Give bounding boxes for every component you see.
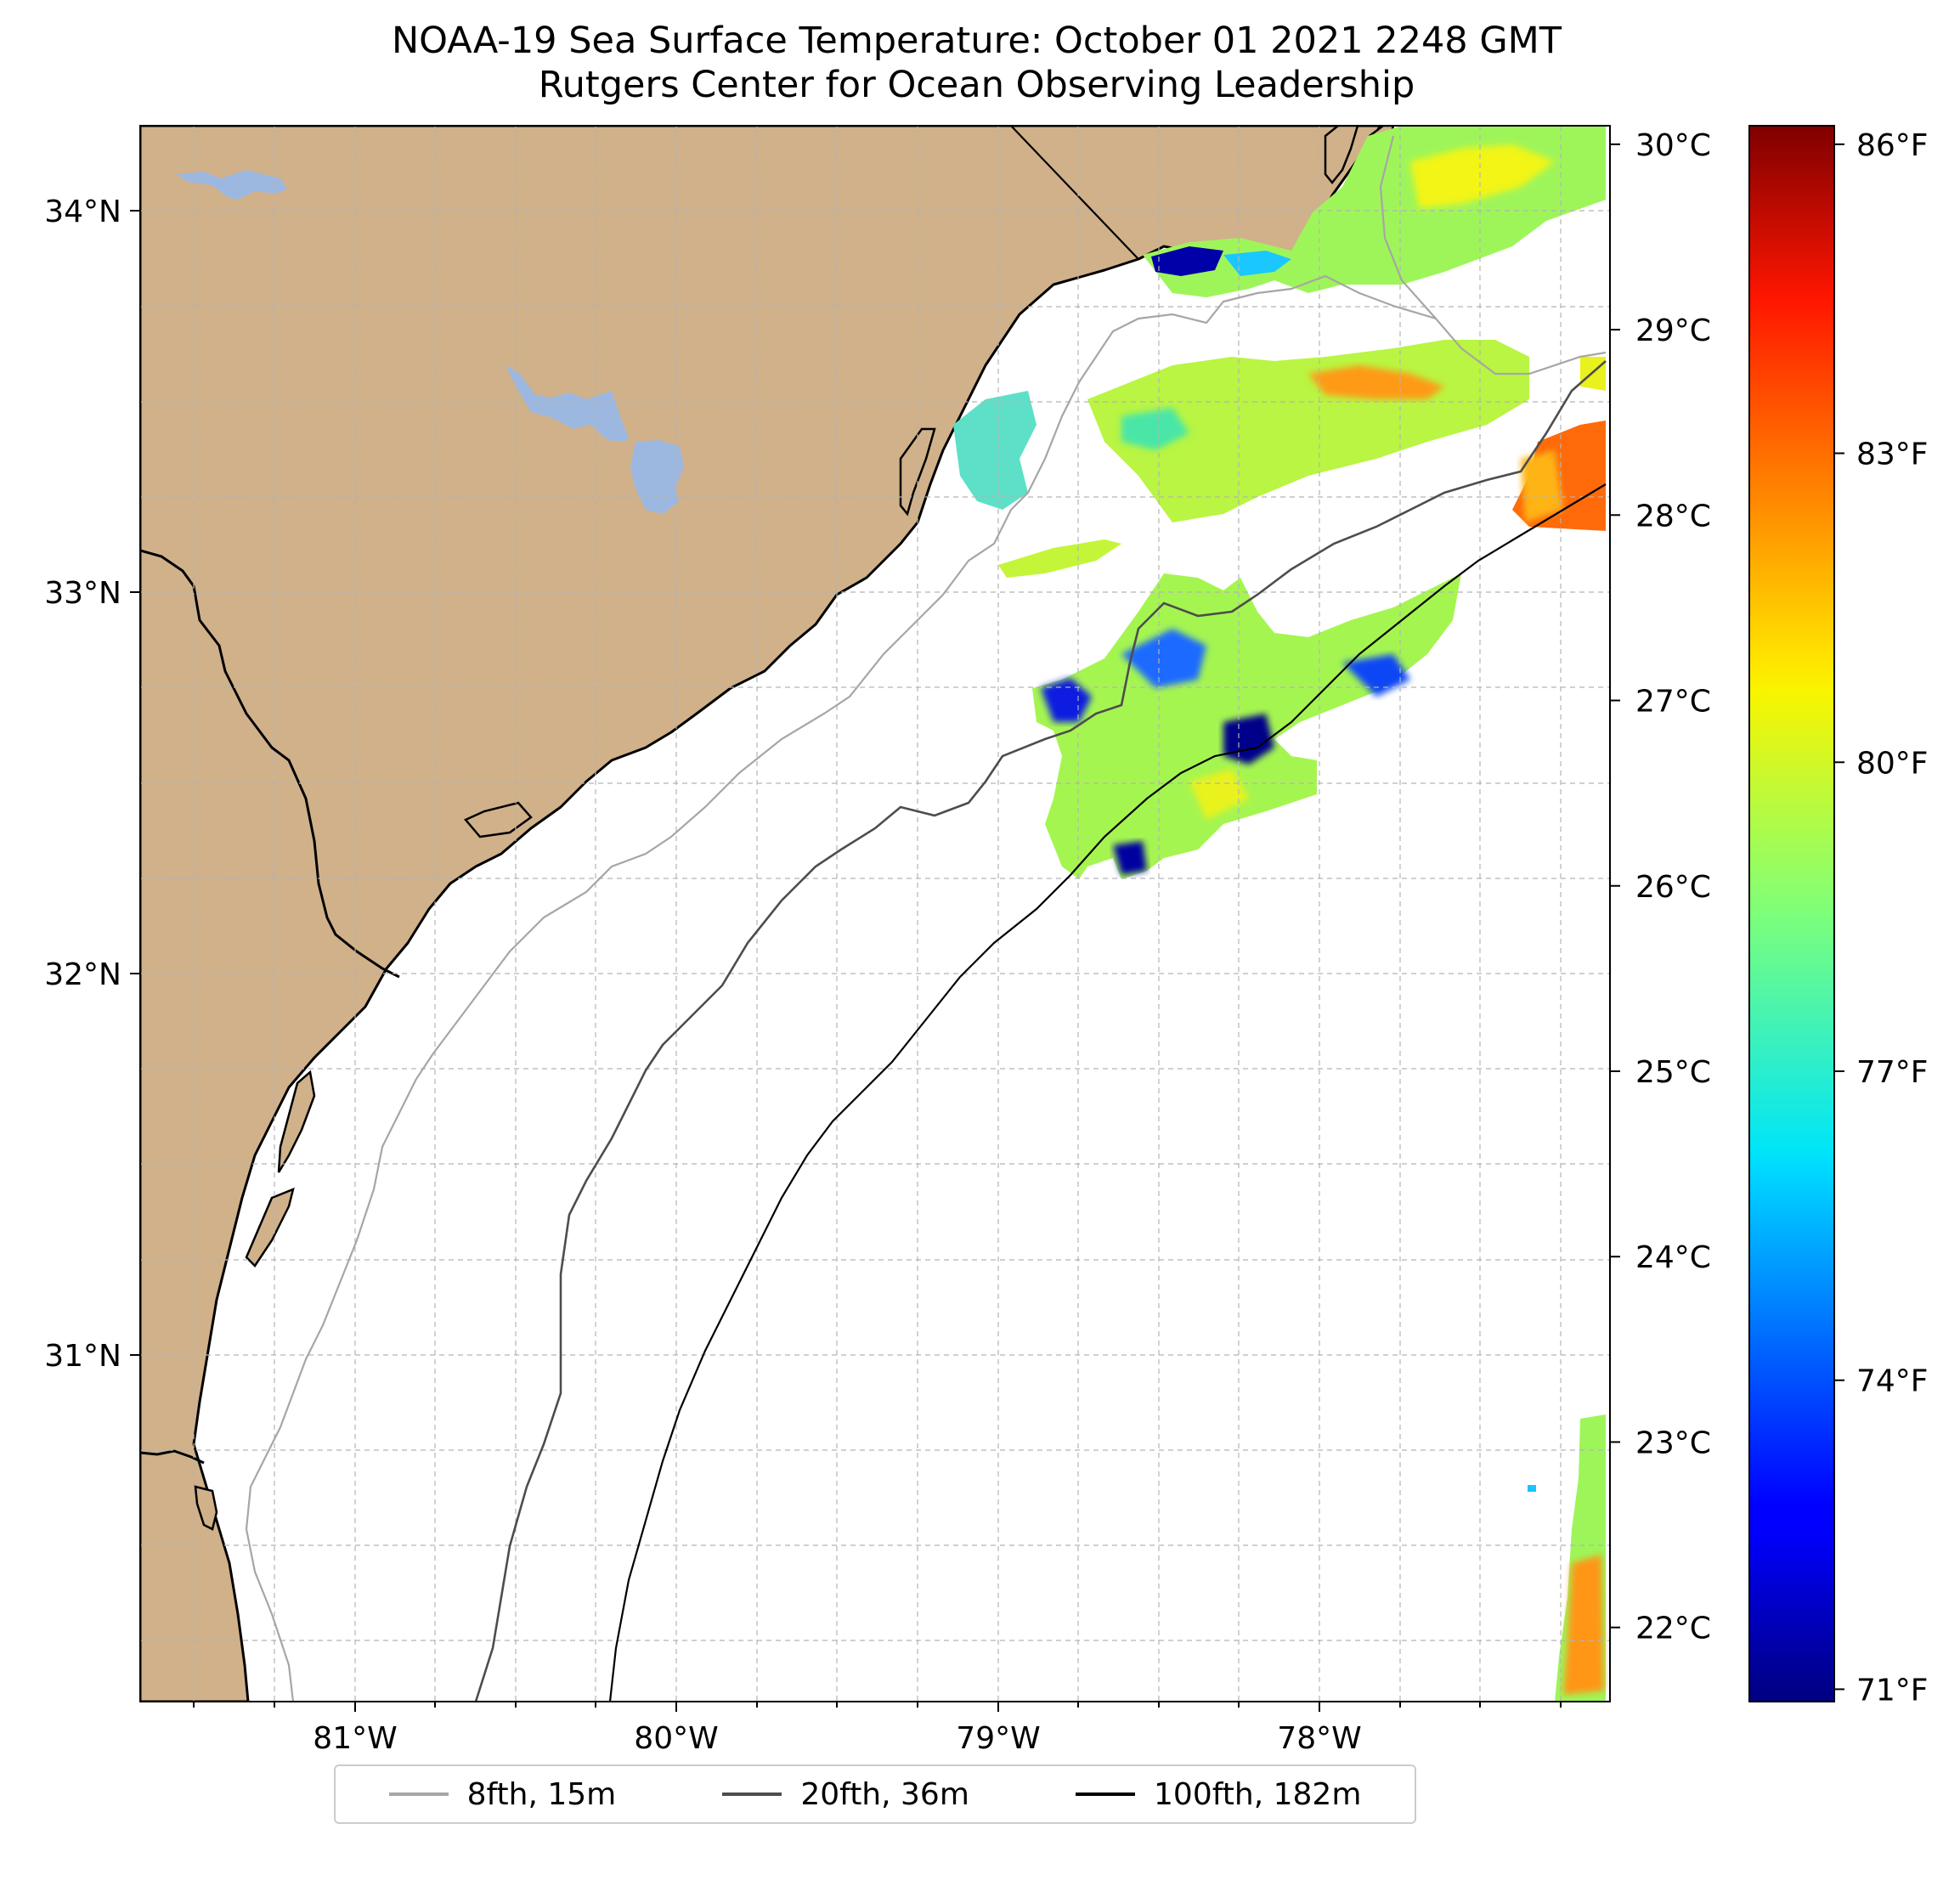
contour-20fth: [474, 360, 1607, 1702]
fahrenheit-tick-label: 86°F: [1856, 128, 1929, 163]
celsius-tick-label: 29°C: [1635, 313, 1711, 348]
barrier-island: [245, 1187, 295, 1267]
legend-item-8fth: 8fth, 15m: [388, 1776, 617, 1812]
sst-patch: [1528, 1485, 1536, 1492]
sst-patch: [1113, 841, 1147, 875]
river-line-2: [140, 1449, 205, 1465]
sst-patch: [1308, 365, 1444, 399]
sst-patch: [1521, 450, 1563, 522]
sst-patch: [1580, 357, 1606, 391]
celsius-tick-label: 25°C: [1635, 1055, 1711, 1090]
axis-ticks: [130, 210, 1562, 1712]
sst-patch: [953, 391, 1036, 510]
celsius-tick-label: 24°C: [1635, 1240, 1711, 1275]
celsius-tick-label: 28°C: [1635, 499, 1711, 534]
colorbar-celsius-ticks: 30°C 29°C 28°C 27°C 26°C 25°C 24°C 23°C 22°C: [1610, 128, 1711, 1646]
lake-marion: [506, 365, 629, 442]
fahrenheit-tick-label: 74°F: [1856, 1364, 1929, 1399]
sst-patch: [1151, 246, 1223, 276]
map-frame: [139, 125, 1611, 1702]
contour-100fth: [608, 483, 1607, 1702]
legend-item-100fth: 100fth, 182m: [1076, 1777, 1361, 1812]
sst-data-layer: [953, 126, 1606, 1702]
fahrenheit-tick-label: 77°F: [1856, 1055, 1929, 1090]
colorbar: [1748, 125, 1835, 1702]
lon-label-79: 79°W: [956, 1721, 1040, 1756]
lake-moultrie: [630, 440, 684, 514]
legend-label-20fth: 20fth, 36m: [800, 1776, 969, 1812]
legend-line-icon: [1076, 1792, 1136, 1796]
celsius-tick-label: 22°C: [1635, 1612, 1711, 1646]
celsius-tick-label: 26°C: [1635, 870, 1711, 905]
sst-patch: [1410, 144, 1555, 208]
river-line: [140, 549, 400, 979]
lake-north: [177, 170, 287, 200]
sst-patch: [1121, 629, 1206, 688]
map-title: NOAA-19 Sea Surface Temperature: October…: [0, 19, 1960, 107]
contour-8fth-branch: [1379, 135, 1607, 375]
contour-legend: 8fth, 15m 20fth, 36m 100fth, 182m: [334, 1764, 1416, 1824]
celsius-tick-label: 27°C: [1635, 685, 1711, 720]
coast-north: [1324, 126, 1359, 185]
fahrenheit-tick-label: 83°F: [1856, 438, 1929, 472]
lat-label-32: 32°N: [44, 957, 121, 992]
legend-line-icon: [722, 1792, 782, 1796]
lon-label-81: 81°W: [313, 1721, 397, 1756]
title-line-1: NOAA-19 Sea Surface Temperature: October…: [391, 20, 1562, 62]
contour-8fth: [245, 274, 1437, 1702]
sst-patch: [1189, 769, 1249, 820]
celsius-tick-label: 30°C: [1635, 128, 1711, 163]
title-line-2: Rutgers Center for Ocean Observing Leade…: [538, 64, 1415, 106]
lat-label-34: 34°N: [44, 195, 121, 229]
barrier-island: [463, 801, 533, 838]
sst-patch: [1563, 1555, 1604, 1695]
sst-patch: [1342, 654, 1410, 697]
lon-label-80: 80°W: [634, 1721, 718, 1756]
sst-patch: [1223, 251, 1291, 276]
sst-patch: [998, 539, 1121, 578]
legend-label-8fth: 8fth, 15m: [466, 1776, 617, 1812]
legend-line-icon: [388, 1792, 449, 1796]
barrier-island: [194, 1485, 218, 1531]
lon-label-78: 78°W: [1277, 1721, 1361, 1756]
state-border: [1010, 126, 1139, 260]
legend-item-20fth: 20fth, 36m: [722, 1777, 969, 1812]
lat-label-33: 33°N: [44, 576, 121, 611]
gridlines: [140, 126, 1610, 1702]
lat-label-31: 31°N: [44, 1339, 121, 1374]
fahrenheit-tick-label: 80°F: [1856, 746, 1929, 781]
fahrenheit-tick-label: 71°F: [1856, 1673, 1929, 1708]
sst-patch: [1121, 408, 1189, 450]
barrier-island: [277, 1070, 316, 1173]
celsius-tick-label: 23°C: [1635, 1426, 1711, 1460]
legend-label-100fth: 100fth, 182m: [1154, 1776, 1362, 1812]
colorbar-fahrenheit-ticks: 86°F 83°F 80°F 77°F 74°F 71°F: [1834, 128, 1929, 1708]
sst-patch: [1041, 678, 1092, 722]
